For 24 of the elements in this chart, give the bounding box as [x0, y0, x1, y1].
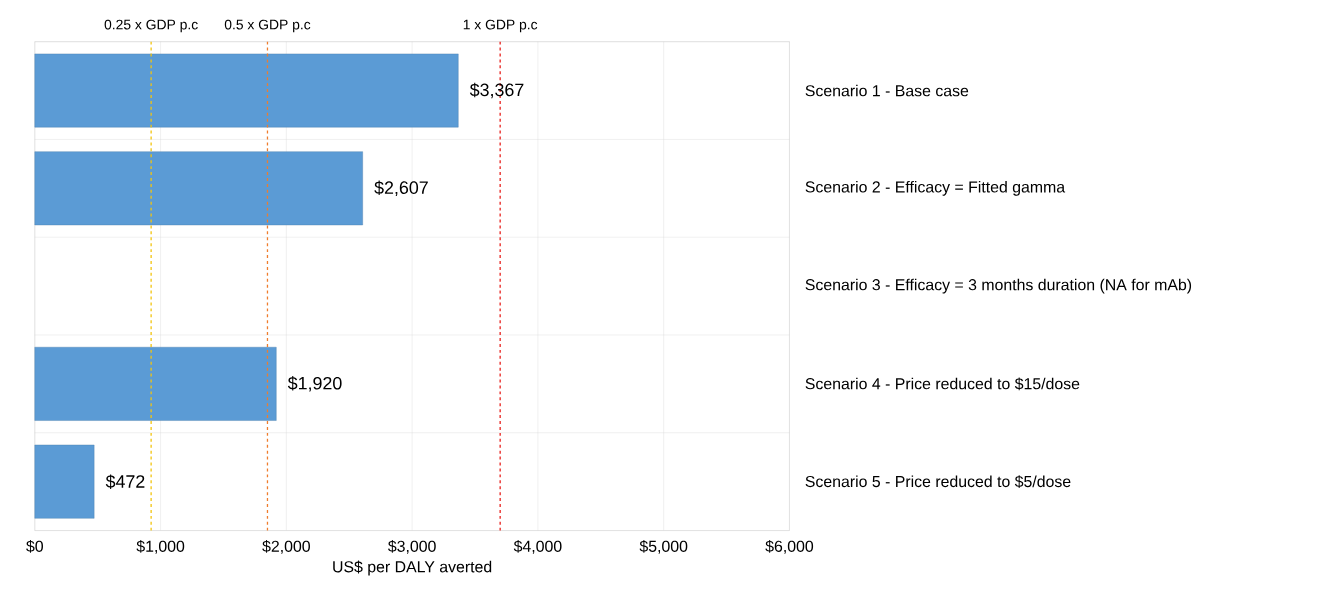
- data-label: $3,367: [469, 82, 524, 99]
- ref-line-label: 0.5 x GDP p.c: [224, 19, 311, 33]
- bar: [34, 347, 277, 421]
- y-tick-label: Scenario 4 - Price reduced to $15/dose: [805, 377, 1080, 391]
- y-tick-label: Scenario 5 - Price reduced to $5/dose: [805, 475, 1071, 489]
- y-tick-label: Scenario 2 - Efficacy = Fitted gamma: [805, 180, 1066, 196]
- data-label: $472: [105, 474, 145, 489]
- x-axis-title: US$ per DALY averted: [333, 560, 492, 576]
- data-label: $1,920: [287, 376, 342, 392]
- y-tick-label: Scenario 1 - Base case: [805, 84, 969, 97]
- x-tick-label: $4,000: [513, 540, 562, 554]
- bar: [34, 151, 363, 226]
- ref-line-label: 0.25 x GDP p.c: [104, 19, 198, 33]
- y-tick-label: Scenario 3 - Efficacy = 3 months duration (NA for mAb): [805, 278, 1192, 294]
- bar: [34, 444, 95, 519]
- x-tick-label: $1,000: [136, 540, 185, 554]
- data-label: $2,607: [374, 180, 428, 197]
- x-tick-label: $2,000: [262, 540, 310, 554]
- ref-line-label: 1 x GDP p.c: [463, 19, 538, 33]
- x-tick-label: $3,000: [388, 540, 436, 554]
- x-tick-label: $6,000: [765, 540, 814, 554]
- x-tick-label: $5,000: [639, 540, 688, 554]
- bar: [34, 53, 459, 128]
- x-tick-label: $0: [26, 540, 43, 553]
